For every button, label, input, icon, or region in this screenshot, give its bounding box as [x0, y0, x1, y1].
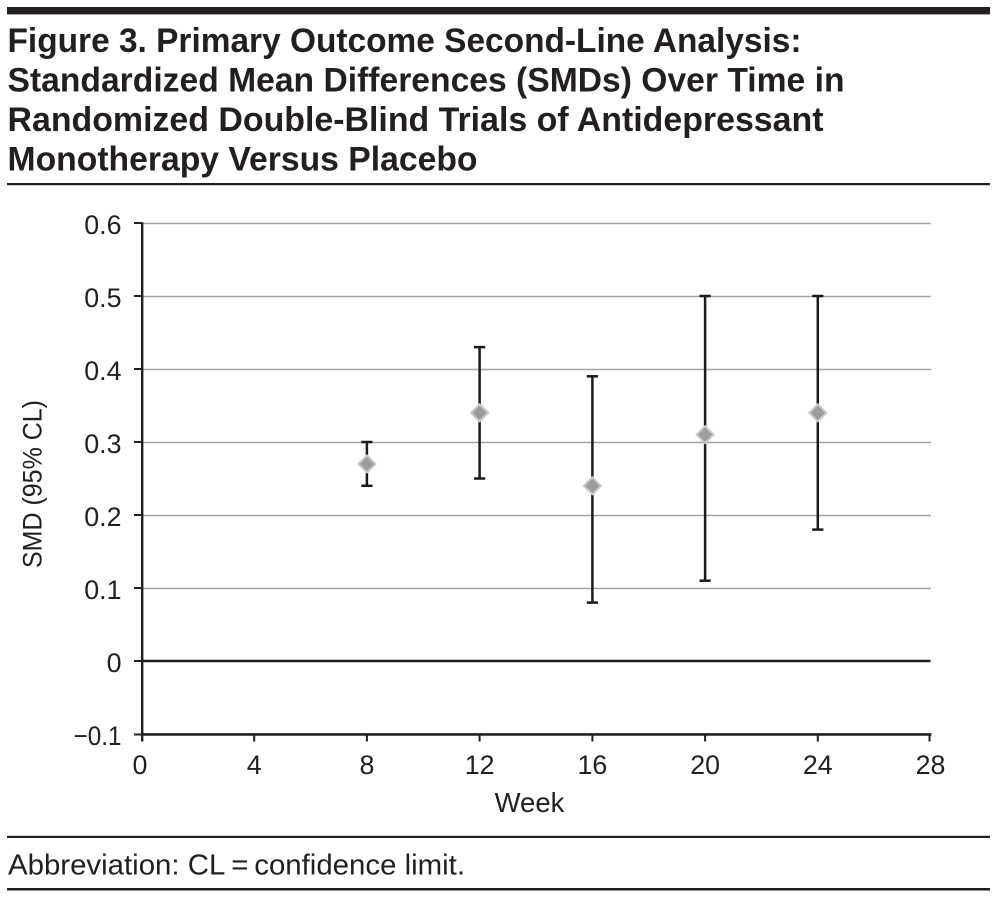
svg-text:8: 8 [359, 750, 374, 780]
svg-text:0.3: 0.3 [84, 429, 121, 459]
svg-text:0.6: 0.6 [84, 210, 121, 240]
svg-text:0.5: 0.5 [84, 283, 121, 313]
svg-text:4: 4 [247, 750, 262, 780]
svg-text:SMD (95% CL): SMD (95% CL) [18, 400, 48, 568]
svg-text:24: 24 [803, 750, 833, 780]
svg-text:Standardized Mean Differences: Standardized Mean Differences (SMDs) Ove… [8, 62, 845, 100]
svg-text:Abbreviation: CL = confidence: Abbreviation: CL = confidence limit. [8, 849, 465, 881]
svg-text:16: 16 [577, 750, 607, 780]
svg-text:0.2: 0.2 [84, 502, 121, 532]
svg-text:12: 12 [465, 750, 495, 780]
svg-text:Figure 3. Primary Outcome Seco: Figure 3. Primary Outcome Second-Line An… [8, 22, 802, 60]
svg-text:0.1: 0.1 [84, 575, 121, 605]
svg-text:Randomized Double-Blind Trials: Randomized Double-Blind Trials of Antide… [8, 101, 824, 139]
svg-text:0: 0 [133, 750, 148, 780]
svg-text:20: 20 [690, 750, 720, 780]
svg-text:−0.1: −0.1 [74, 721, 122, 751]
svg-text:0: 0 [107, 648, 122, 678]
svg-text:Week: Week [495, 787, 565, 818]
svg-text:28: 28 [916, 750, 946, 780]
svg-text:0.4: 0.4 [84, 356, 121, 386]
svg-text:Monotherapy Versus Placebo: Monotherapy Versus Placebo [8, 141, 478, 179]
